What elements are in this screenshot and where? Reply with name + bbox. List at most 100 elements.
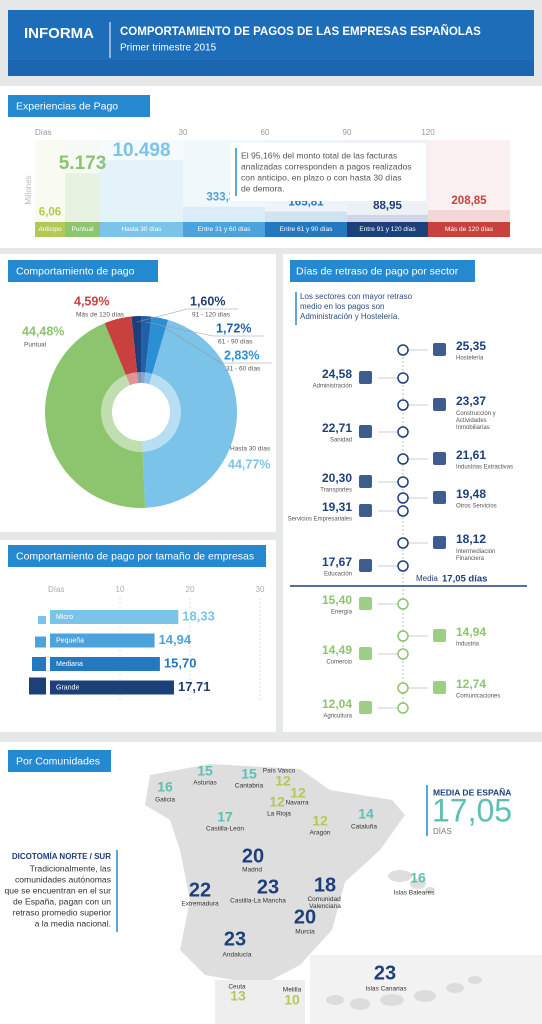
column-tint: [428, 140, 510, 222]
average-value: 17,05 días: [442, 574, 487, 585]
x-tick-label: 30: [256, 585, 265, 594]
region-name: Islas Canarias: [365, 986, 407, 993]
category-label: Entre 31 y 60 días: [198, 226, 252, 233]
city-area: [215, 980, 305, 1024]
note-line: retraso promedio superior: [13, 907, 112, 917]
average-title: MEDIA DE ESPAÑA: [433, 787, 511, 797]
value-label: 22,71: [322, 421, 352, 435]
x-axis-label: Días: [48, 585, 64, 594]
timeline-dot: [397, 492, 409, 504]
region-value: 16: [410, 870, 426, 886]
value-label: 44,77%: [228, 457, 270, 471]
value-label: 25,35: [456, 339, 486, 353]
category-label: Grande: [56, 684, 79, 691]
sector-icon: [359, 504, 372, 517]
category-band: [265, 222, 347, 237]
region-value: 13: [230, 988, 246, 1004]
category-band: [65, 222, 100, 237]
category-label: Más de 120 días: [445, 226, 494, 233]
category-label: Educación: [324, 572, 352, 578]
header-shade: [8, 60, 534, 76]
timeline-dot: [397, 426, 409, 438]
value-label: 15,40: [322, 593, 352, 607]
sector-icon: [433, 491, 446, 504]
region-value: 18: [314, 874, 336, 896]
value-label: 17,71: [178, 679, 211, 694]
bar: [50, 680, 174, 695]
size-icon: [29, 677, 46, 695]
sector-icon: [359, 559, 372, 572]
category-label: Hasta 30 días: [121, 226, 162, 233]
section-title: Experiencias de Pago: [16, 100, 118, 112]
annotation-box: [230, 143, 426, 201]
region-name: Comunidad Valenciana: [307, 896, 342, 910]
timeline-dot: [397, 702, 409, 714]
panel: [283, 254, 542, 732]
value-column: [428, 210, 510, 222]
text-line: Intermediación: [456, 549, 497, 555]
value-label: 5.173: [59, 153, 107, 174]
note-line: de España, pagan con un: [13, 896, 111, 906]
region-value: 20: [294, 906, 316, 928]
size-icon: [32, 657, 46, 671]
section-tab: [8, 545, 266, 567]
island: [468, 976, 482, 984]
annotation-line: El 95,16% del monto total de las factura…: [241, 150, 397, 160]
region-value: 15: [241, 766, 257, 782]
x-tick-label: 20: [186, 585, 195, 594]
region-name: Castilla-León: [206, 826, 244, 833]
value-label: 20,30: [322, 471, 352, 485]
value-label: 4,59%: [74, 294, 109, 308]
sector-icon: [433, 398, 446, 411]
sector-icon: [433, 343, 446, 356]
text-line: Construcción y: [456, 411, 497, 417]
value-label: 44,48%: [22, 324, 64, 338]
region-value: 12: [269, 794, 285, 810]
category-band: [183, 222, 265, 237]
category-label: Entre 61 y 90 días: [280, 226, 334, 233]
value-label: 17,67: [322, 555, 352, 569]
section-title: Días de retraso de pago por sector: [296, 265, 459, 277]
value-label: 6,06: [39, 207, 61, 219]
column-tint: [100, 140, 183, 222]
timeline-dot: [397, 560, 409, 572]
size-icon: [35, 636, 46, 648]
island: [380, 994, 404, 1006]
value-label: 1,72%: [216, 321, 251, 335]
island: [425, 887, 435, 893]
region-name: La Rioja: [267, 811, 291, 818]
sector-icon: [359, 371, 372, 384]
note-line: medio en los pagos son: [300, 302, 385, 311]
annotation-line: analizadas corresponden a pagos realizad…: [241, 161, 412, 171]
average-value: 17,05: [432, 792, 512, 828]
text-line: Actividades: [456, 418, 488, 424]
region-value: 15: [197, 763, 213, 779]
bar: [50, 633, 155, 648]
region-name: Ceuta: [228, 984, 246, 991]
region-name: Asturias: [193, 780, 217, 787]
value-label: 24,58: [322, 367, 352, 381]
note-line: a la media nacional.: [35, 918, 111, 928]
value-label: 19,31: [322, 500, 352, 514]
x-tick-label: 60: [261, 128, 270, 137]
text-line: Valenciana: [309, 903, 341, 910]
column-tint: [35, 140, 65, 222]
region-value: 14: [358, 806, 374, 822]
region-value: 23: [374, 962, 396, 984]
category-label: 91 - 120 días: [192, 312, 231, 319]
region-value: 23: [224, 928, 246, 950]
size-icon: [38, 616, 46, 624]
category-label: Agricultura: [323, 714, 352, 720]
category-label: 61 - 90 días: [218, 339, 253, 346]
section-tab: [8, 260, 158, 282]
pie-slice: [141, 319, 237, 508]
average-unit: DÍAS: [433, 827, 452, 836]
sector-icon: [433, 536, 446, 549]
sector-icon: [359, 425, 372, 438]
logo: INFORMA: [24, 25, 94, 42]
timeline-dot: [397, 630, 409, 642]
value-label: 19,48: [456, 487, 486, 501]
value-column: [183, 206, 265, 222]
value-column: [100, 160, 183, 222]
leader-line: [145, 321, 214, 337]
